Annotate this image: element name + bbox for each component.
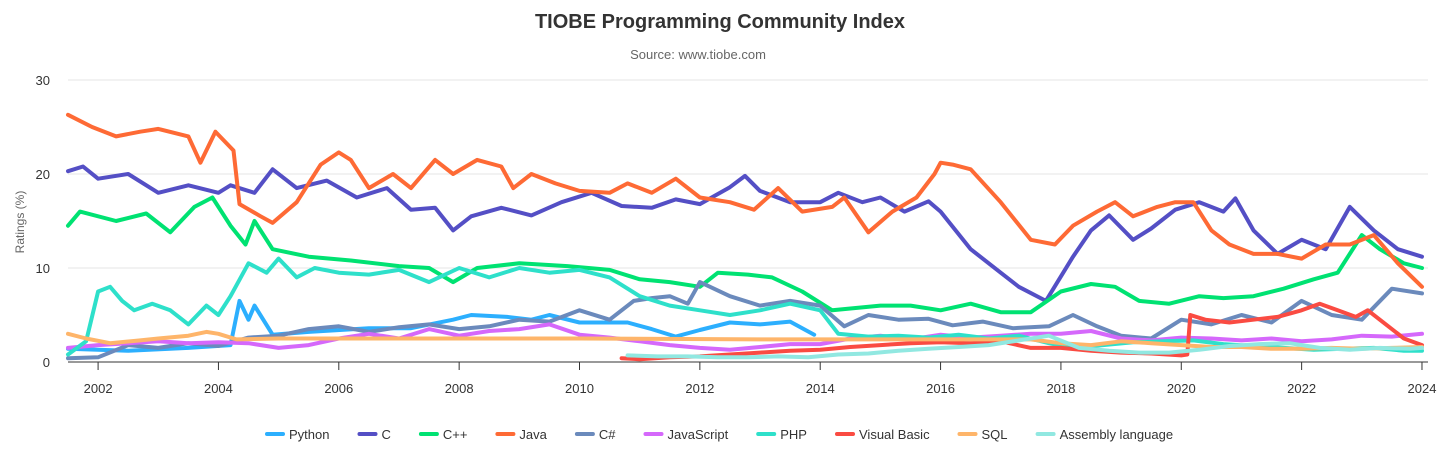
x-tick-label: 2016 <box>926 381 955 396</box>
legend-label: JavaScript <box>668 427 729 442</box>
legend: Python C C++ Java C# JavaScript PHP Visual Basi… <box>265 427 1173 442</box>
chart-title: TIOBE Programming Community Index <box>535 11 905 33</box>
x-tick-label: 2018 <box>1046 381 1075 396</box>
y-tick-label: 30 <box>36 73 50 88</box>
legend-label: C <box>382 427 391 442</box>
legend-item[interactable]: Python <box>265 427 329 442</box>
legend-label: Assembly language <box>1060 427 1173 442</box>
x-tick-label: 2006 <box>324 381 353 396</box>
legend-label: PHP <box>780 427 807 442</box>
gridlines <box>68 79 1428 269</box>
legend-label: Python <box>289 427 329 442</box>
legend-item[interactable]: C <box>357 427 391 442</box>
x-tick-label: 2004 <box>204 381 233 396</box>
legend-item[interactable]: Java <box>495 427 548 442</box>
series-line-c[interactable] <box>66 280 1424 361</box>
x-tick-label: 2024 <box>1408 381 1437 396</box>
series-line-javascript[interactable] <box>66 322 1424 352</box>
legend-item[interactable]: Visual Basic <box>835 427 930 442</box>
series-line-assembly-language[interactable] <box>625 333 1424 360</box>
legend-item[interactable]: JavaScript <box>643 427 729 442</box>
x-tick-label: 2008 <box>445 381 474 396</box>
x-tick-label: 2022 <box>1287 381 1316 396</box>
legend-item[interactable]: C++ <box>418 427 468 442</box>
x-tick-label: 2020 <box>1167 381 1196 396</box>
legend-item[interactable]: C# <box>574 427 616 442</box>
y-axis-title: Ratings (%) <box>13 191 27 254</box>
y-tick-label: 0 <box>43 355 50 370</box>
axes: 0 10 20 30 2002 2004 2006 2008 2010 2012 2014 2016 2… <box>36 73 1437 396</box>
series-line-c[interactable] <box>66 164 1424 303</box>
x-tick-label: 2010 <box>565 381 594 396</box>
legend-label: C# <box>599 427 616 442</box>
series-lines <box>66 112 1424 362</box>
x-tick-label: 2012 <box>685 381 714 396</box>
series-line-c[interactable] <box>66 195 1424 315</box>
legend-label: Java <box>519 427 547 442</box>
chart-subtitle: Source: www.tiobe.com <box>630 47 766 62</box>
legend-label: SQL <box>982 427 1008 442</box>
legend-item[interactable]: SQL <box>957 427 1008 442</box>
legend-item[interactable]: PHP <box>756 427 807 442</box>
legend-label: C++ <box>443 427 468 442</box>
x-tick-label: 2014 <box>806 381 835 396</box>
legend-label: Visual Basic <box>859 427 930 442</box>
y-tick-label: 10 <box>36 261 50 276</box>
legend-item[interactable]: Assembly language <box>1035 427 1173 442</box>
y-tick-label: 20 <box>36 167 50 182</box>
series-line-java[interactable] <box>66 112 1424 289</box>
series-line-python[interactable] <box>66 298 817 353</box>
x-tick-label: 2002 <box>84 381 113 396</box>
series-line-sql[interactable] <box>66 329 1424 351</box>
series-line-php[interactable] <box>66 256 1424 357</box>
